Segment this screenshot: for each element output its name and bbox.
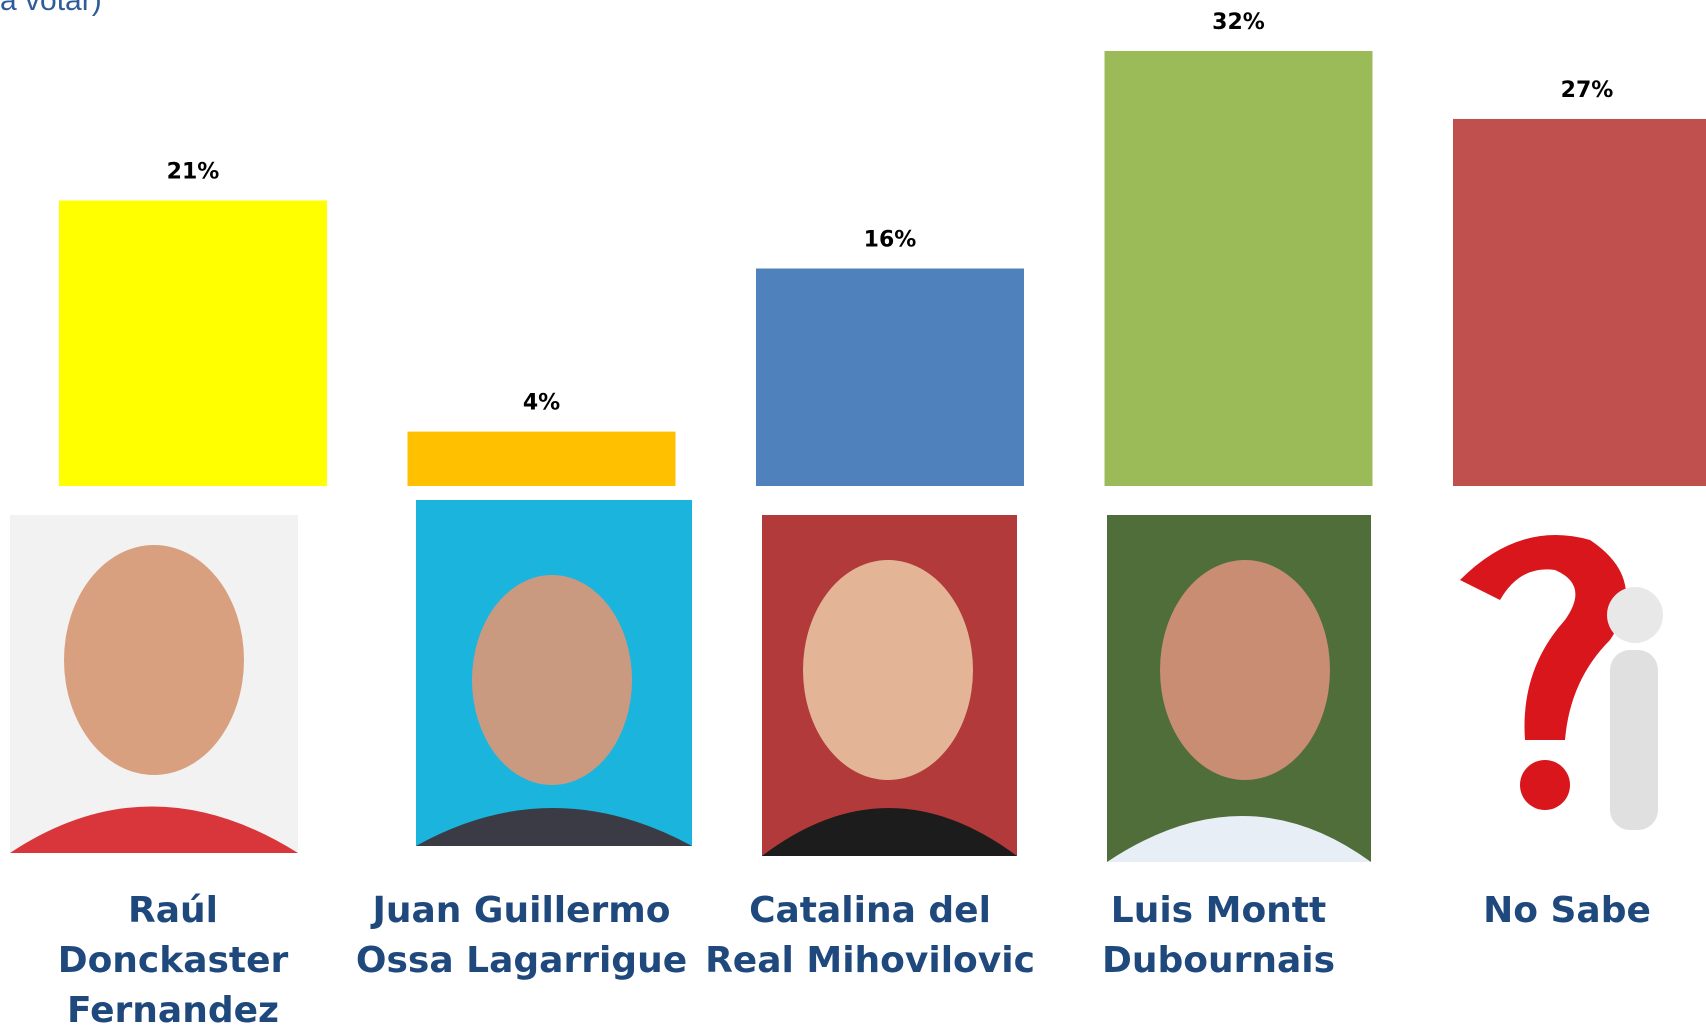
photo-shirt [416,808,692,846]
bar [407,431,676,486]
photo-face [64,545,244,775]
category-label: Luis Montt Dubournais [1101,890,1339,981]
value-label: 16% [864,228,917,253]
photo-face [803,560,973,780]
photo-shirt [762,808,1017,856]
photo-shirt [10,806,298,853]
bar [59,200,327,486]
photo-face [472,575,632,785]
category-label: Raúl Donckaster Fernandez [57,890,301,1031]
value-label: 32% [1212,10,1265,35]
category-label: Catalina del Real Mihovilovic [705,890,1035,981]
photo-face [1160,560,1330,780]
value-label: 4% [523,391,560,416]
value-label: 21% [167,160,220,185]
bar [1453,118,1706,486]
figure-body [1610,650,1658,830]
photo-shirt [1107,816,1371,862]
photos [10,500,1685,862]
chart: 21% 4% 16% 32% 27% [10,10,1706,862]
question-dot [1520,760,1570,810]
value-label: 27% [1561,78,1614,103]
question-mark [1460,535,1626,740]
bar [1104,51,1373,486]
category-label: No Sabe [1483,890,1651,931]
bar [756,268,1024,486]
subtitle: a votar) [0,0,102,17]
figure-head [1607,587,1663,643]
category-label: Juan Guillermo Ossa Lagarrigue [355,890,688,981]
